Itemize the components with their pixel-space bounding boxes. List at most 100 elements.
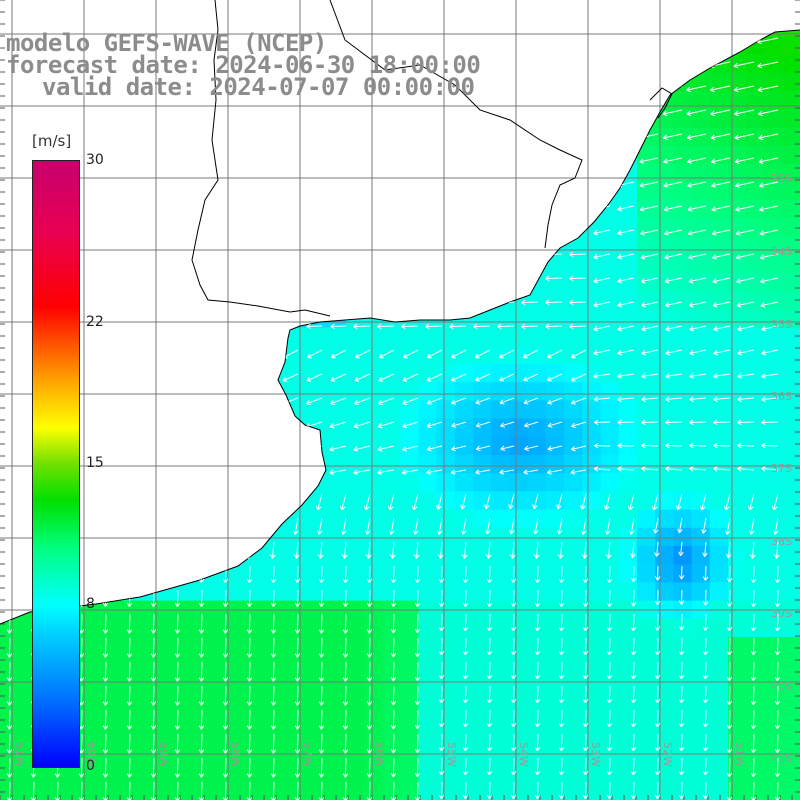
field-cell (382, 309, 401, 329)
field-cell (582, 618, 602, 638)
field-cell (491, 182, 511, 201)
field-cell (564, 400, 583, 420)
wind-arrow (282, 275, 299, 282)
wind-arrow (640, 253, 659, 260)
field-cell (145, 564, 165, 583)
field-cell (109, 455, 128, 474)
field-cell (273, 436, 292, 456)
field-cell (709, 782, 729, 800)
field-cell (436, 309, 456, 329)
field-cell (127, 728, 147, 747)
field-cell (127, 400, 147, 420)
field-cell (491, 691, 511, 711)
field-cell (746, 436, 765, 456)
wind-arrow (687, 205, 707, 212)
field-cell (728, 655, 747, 674)
field-cell (473, 509, 492, 529)
field-cell (436, 473, 456, 492)
field-cell (109, 163, 128, 183)
field-cell (473, 746, 492, 765)
field-cell (382, 400, 401, 420)
wind-arrow (687, 157, 707, 164)
field-cell (364, 218, 383, 238)
field-cell (0, 345, 19, 365)
wind-arrow (759, 205, 779, 212)
field-cell (509, 491, 529, 511)
field-cell (254, 182, 274, 201)
field-cell (673, 436, 693, 456)
wind-arrow (640, 277, 659, 284)
field-cell (273, 691, 292, 711)
field-cell (673, 364, 693, 383)
field-cell (145, 764, 165, 784)
field-cell (546, 455, 565, 474)
field-cell (345, 764, 365, 784)
field-cell (782, 564, 800, 583)
field-cell (364, 236, 383, 256)
field-cell (764, 91, 784, 110)
field-cell (200, 145, 219, 165)
field-cell (273, 0, 292, 19)
field-cell (764, 218, 784, 238)
wind-arrow (353, 251, 371, 258)
field-cell (327, 673, 347, 693)
field-cell (182, 291, 201, 310)
field-cell (527, 54, 547, 74)
wind-arrow (305, 469, 323, 475)
field-cell (364, 418, 383, 438)
field-cell (527, 491, 547, 511)
field-cell (673, 127, 693, 147)
field-cell (491, 400, 511, 420)
field-cell (655, 382, 674, 401)
field-cell (728, 728, 747, 747)
field-cell (709, 364, 729, 383)
field-cell (491, 218, 511, 238)
wind-arrow (545, 299, 563, 306)
field-cell (382, 618, 401, 638)
field-cell (254, 546, 274, 565)
field-cell (127, 273, 147, 292)
wind-arrow (425, 131, 443, 138)
field-cell (182, 764, 201, 784)
field-cell (273, 364, 292, 383)
field-cell (327, 455, 347, 474)
field-cell (527, 182, 547, 201)
field-cell (200, 364, 219, 383)
field-cell (582, 546, 602, 565)
field-cell (309, 364, 329, 383)
lat-label: 35S (771, 318, 792, 331)
field-cell (655, 218, 674, 238)
field-cell (455, 273, 474, 292)
field-cell (418, 273, 438, 292)
field-cell (236, 182, 256, 201)
field-cell (91, 364, 110, 383)
wind-arrow (759, 253, 779, 260)
field-cell (327, 254, 347, 274)
wind-arrow (138, 203, 155, 210)
field-cell (491, 236, 511, 256)
field-cell (400, 509, 420, 529)
wind-arrow (258, 299, 275, 306)
field-cell (127, 127, 147, 147)
field-cell (582, 655, 602, 674)
field-cell (163, 218, 183, 238)
wind-arrow (6, 589, 13, 607)
wind-arrow (234, 251, 251, 258)
field-cell (691, 709, 711, 729)
wind-arrow (521, 83, 539, 90)
field-cell (709, 345, 729, 365)
wind-arrow (234, 349, 251, 359)
wind-arrow (638, 14, 658, 20)
field-cell (145, 527, 165, 547)
field-cell (782, 400, 800, 420)
field-cell (254, 345, 274, 365)
field-cell (364, 728, 383, 747)
field-cell (109, 0, 128, 19)
field-cell (746, 546, 765, 565)
field-cell (200, 637, 219, 656)
field-cell (273, 291, 292, 310)
wind-arrow (640, 229, 659, 236)
field-cell (600, 145, 620, 165)
field-cell (309, 291, 329, 310)
field-cell (273, 163, 292, 183)
